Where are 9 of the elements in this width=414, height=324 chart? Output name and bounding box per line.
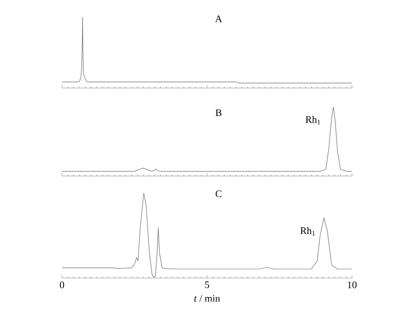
x-tick-label: 0 <box>60 282 64 288</box>
x-axis-title: t / min <box>194 295 220 302</box>
annotation: Rh$_{1}$ <box>306 116 320 124</box>
annotation: Rh$_{1}$ <box>300 227 315 236</box>
x-tick-label: 5 <box>205 282 210 288</box>
chart-title: A <box>215 16 222 22</box>
chart-title: B <box>216 109 222 116</box>
chart-title: C <box>216 190 222 198</box>
x-tick-label: 10 <box>348 282 357 288</box>
